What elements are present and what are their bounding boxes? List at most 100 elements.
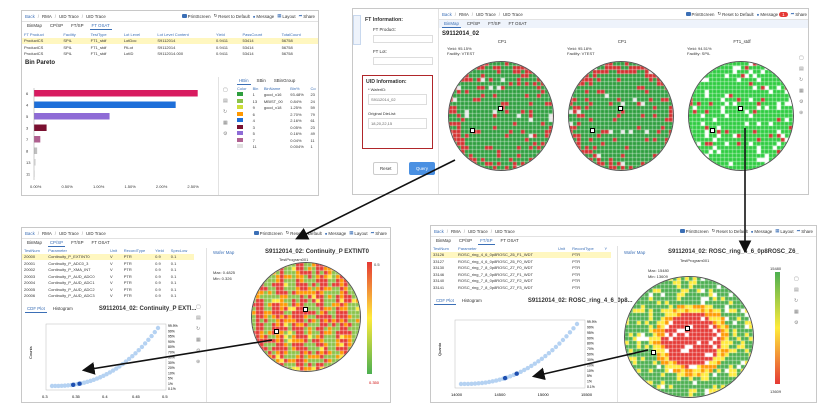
highlighted-point[interactable] [502, 375, 508, 381]
print-button[interactable]: PrintScreen [679, 229, 709, 234]
pareto-bar[interactable] [34, 90, 198, 97]
print-button[interactable]: PrintScreen [685, 12, 714, 17]
table-row[interactable]: 20003 Continuity_P_AUD_ADC0 V PTR 0.9 0.1 [22, 273, 194, 280]
breadcrumb-uid[interactable]: UID Trace [59, 13, 79, 19]
cdf-point[interactable] [472, 381, 478, 386]
doc-icon[interactable]: ▢ [794, 276, 799, 282]
cdf-point[interactable] [543, 353, 548, 359]
die-marker[interactable] [470, 128, 476, 133]
continuity-wafer-map[interactable] [251, 262, 361, 372]
cdf-point[interactable] [550, 347, 555, 353]
layout-button[interactable]: ▦ Layout [349, 230, 368, 236]
column-header[interactable]: TotalCount [281, 31, 301, 37]
tab-cp-sp[interactable]: CP/SP [466, 21, 481, 26]
breadcrumb-back[interactable]: Back [442, 11, 452, 17]
cdf-point[interactable] [529, 363, 534, 369]
cdf-point[interactable] [465, 381, 471, 387]
cdf-point[interactable] [564, 334, 569, 339]
refresh-icon[interactable]: ↻ [196, 326, 201, 332]
table-row[interactable]: 20005 Continuity_P_AUD_ADC2 V PTR 0.9 0.1 [22, 286, 194, 293]
cdf-point[interactable] [155, 325, 161, 331]
query-button[interactable]: Query [408, 162, 435, 175]
chart-icon[interactable]: ▤ [799, 66, 804, 72]
cdf-point[interactable] [497, 377, 502, 382]
message-button[interactable]: ● Message [750, 228, 773, 234]
table-row[interactable]: 20006 Continuity_P_AUD_ADC3 V PTR 0.9 0.1 [22, 293, 194, 300]
table-row[interactable]: 4 2.16% 61 [235, 118, 318, 125]
breadcrumb-back[interactable]: Back [25, 13, 35, 19]
cdf-point[interactable] [518, 369, 523, 374]
column-header[interactable]: Bin [252, 85, 259, 91]
breadcrumb-uid[interactable]: UID Trace [476, 11, 496, 17]
column-header[interactable]: Color [237, 85, 247, 91]
cdf-point[interactable] [62, 383, 68, 388]
column-header[interactable]: Lot Level [123, 31, 141, 37]
column-header[interactable]: PassCount [242, 31, 263, 37]
die-marker[interactable] [710, 128, 716, 133]
ft-lot-input[interactable] [373, 57, 433, 65]
table-row[interactable]: ProductCS SPIL FT1_stdf LotID S9112014.000 0.… [22, 51, 318, 58]
settings-icon[interactable]: ⚙ [223, 131, 228, 137]
message-button[interactable]: ● Message [252, 13, 275, 19]
tab-binmap[interactable]: BinMap [27, 23, 42, 28]
layout-button[interactable]: ▦ Layout [277, 13, 296, 19]
tab-binmap[interactable]: BinMap [442, 21, 461, 28]
die-marker[interactable] [274, 329, 279, 334]
cdf-point[interactable] [525, 365, 530, 371]
tab-ft-osat[interactable]: FT OSAT [91, 240, 110, 245]
cdf-point[interactable] [146, 337, 151, 343]
die-list-input[interactable]: 18,20,22,15 [368, 118, 427, 129]
grid-icon[interactable]: ▦ [196, 337, 201, 343]
cdf-point[interactable] [56, 383, 61, 389]
tab-ft-osat[interactable]: FT OSAT [508, 21, 527, 26]
cdf-point[interactable] [53, 383, 58, 389]
chart-icon[interactable]: ▤ [196, 315, 201, 321]
table-row[interactable]: 33126 ROSC_ring_4_6_0p8ROSC_Z6_F1_WDT PTR [431, 251, 611, 258]
doc-icon[interactable]: ▢ [196, 304, 201, 310]
layout-button[interactable]: ▦ Layout [775, 228, 794, 234]
table-row[interactable]: 20002 Continuity_P_XMA_INT V PTR 0.9 0.1 [22, 267, 194, 274]
table-row[interactable]: 1 good_x16 93.48% 23 [235, 92, 318, 99]
tab-ft-sp[interactable]: FT/SP [71, 23, 84, 28]
die-marker[interactable] [737, 106, 743, 111]
cdf-point[interactable] [522, 367, 527, 373]
share-button[interactable]: ➦ Share [790, 11, 807, 17]
column-header[interactable]: Co [310, 85, 316, 91]
cdf-point[interactable] [149, 333, 154, 339]
pareto-bar[interactable] [34, 113, 110, 120]
column-header[interactable]: FT Product [24, 31, 44, 37]
cdf-point[interactable] [136, 347, 141, 353]
zoom-icon[interactable]: ⊕ [799, 110, 804, 116]
cdf-point[interactable] [65, 383, 71, 388]
reset-default-button[interactable]: ↻ Reset to Default [717, 11, 754, 17]
cdf-point[interactable] [567, 330, 573, 335]
column-header[interactable]: BinName [263, 85, 281, 91]
cdf-point[interactable] [152, 329, 157, 335]
breadcrumb-back[interactable]: Back [434, 228, 444, 234]
table-row[interactable]: 6 2.70% 79 [235, 111, 318, 118]
cdf-point[interactable] [59, 383, 64, 389]
doc-icon[interactable]: ▢ [799, 55, 804, 61]
rosc-wafer-map[interactable] [624, 276, 754, 398]
cdf-point[interactable] [574, 321, 580, 327]
cdf-point[interactable] [133, 351, 138, 356]
cdf-point[interactable] [571, 326, 576, 331]
table-row[interactable]: 20004 Continuity_P_AUD_ADC1 V PTR 0.9 0.1 [22, 280, 194, 287]
cdf-point[interactable] [469, 381, 474, 387]
column-header[interactable]: RecordType [572, 245, 594, 251]
breadcrumb-rma[interactable]: RMA [42, 13, 52, 19]
column-header[interactable]: TestType [90, 31, 107, 37]
column-header[interactable]: Yield [155, 247, 164, 253]
breadcrumb-uid[interactable]: UID Trace [59, 230, 79, 236]
cdf-point[interactable] [479, 380, 485, 386]
column-header[interactable]: Lot Level Content [157, 31, 189, 37]
column-header[interactable]: Parameter [458, 245, 477, 251]
column-header[interactable]: Parameter [48, 247, 67, 253]
tab-ft-sp[interactable]: FT/SP [478, 238, 495, 245]
cdf-point[interactable] [107, 370, 113, 375]
die-marker[interactable] [497, 106, 503, 111]
grid-icon[interactable]: ▦ [794, 309, 799, 315]
reset-default-button[interactable]: ↻ Reset to Default [285, 230, 322, 236]
column-header[interactable]: TestNum [433, 245, 449, 251]
table-row[interactable]: 5 0.16% 49 [235, 131, 318, 138]
